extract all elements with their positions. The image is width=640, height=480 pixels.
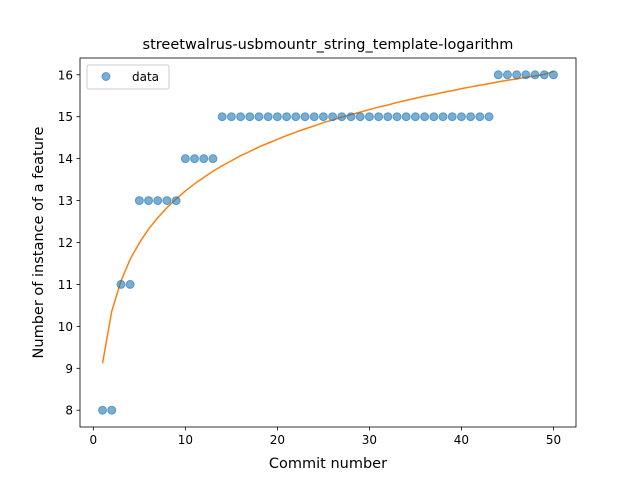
data-point bbox=[300, 112, 310, 122]
data-point bbox=[291, 112, 301, 122]
data-point bbox=[171, 196, 181, 206]
x-tick-label: 30 bbox=[362, 433, 377, 447]
data-point bbox=[493, 70, 503, 80]
plot-marks bbox=[98, 70, 558, 415]
data-point bbox=[125, 279, 135, 289]
y-axis-label: Number of instance of a feature bbox=[31, 126, 47, 358]
data-point bbox=[245, 112, 255, 122]
data-point bbox=[282, 112, 292, 122]
y-tick-label: 14 bbox=[58, 152, 73, 166]
data-point bbox=[272, 112, 282, 122]
data-point bbox=[134, 196, 144, 206]
data-point bbox=[309, 112, 319, 122]
legend: data bbox=[86, 64, 170, 90]
data-point bbox=[116, 279, 126, 289]
data-point bbox=[401, 112, 411, 122]
data-point bbox=[153, 196, 163, 206]
data-point bbox=[447, 112, 457, 122]
data-point bbox=[512, 70, 522, 80]
x-tick-label: 0 bbox=[90, 433, 98, 447]
x-axis-ticks: 0 10 20 30 40 50 bbox=[90, 427, 561, 447]
data-point bbox=[162, 196, 172, 206]
data-point bbox=[539, 70, 549, 80]
x-tick-label: 40 bbox=[454, 433, 469, 447]
data-point bbox=[364, 112, 374, 122]
y-tick-label: 9 bbox=[65, 362, 73, 376]
y-tick-label: 15 bbox=[58, 110, 73, 124]
x-tick-label: 20 bbox=[270, 433, 285, 447]
data-point bbox=[98, 405, 108, 415]
data-point bbox=[392, 112, 402, 122]
legend-label-data: data bbox=[132, 70, 159, 84]
y-tick-label: 13 bbox=[58, 194, 73, 208]
data-point bbox=[180, 154, 190, 164]
data-point bbox=[199, 154, 209, 164]
data-point bbox=[190, 154, 200, 164]
data-point bbox=[502, 70, 512, 80]
data-point bbox=[208, 154, 218, 164]
data-point bbox=[548, 70, 558, 80]
data-point bbox=[328, 112, 338, 122]
data-point bbox=[475, 112, 485, 122]
data-point bbox=[420, 112, 430, 122]
legend-box bbox=[86, 64, 170, 90]
y-tick-label: 16 bbox=[58, 68, 73, 82]
data-point bbox=[144, 196, 154, 206]
data-point bbox=[374, 112, 384, 122]
data-point bbox=[355, 112, 365, 122]
x-tick-label: 10 bbox=[178, 433, 193, 447]
data-point bbox=[410, 112, 420, 122]
y-tick-label: 11 bbox=[58, 278, 73, 292]
y-tick-label: 10 bbox=[58, 320, 73, 334]
x-tick-label: 50 bbox=[546, 433, 561, 447]
data-point bbox=[383, 112, 393, 122]
data-point bbox=[226, 112, 236, 122]
y-tick-label: 12 bbox=[58, 236, 73, 250]
data-point bbox=[346, 112, 356, 122]
data-point bbox=[466, 112, 476, 122]
data-point bbox=[236, 112, 246, 122]
data-point bbox=[263, 112, 273, 122]
legend-marker-data bbox=[101, 72, 111, 81]
data-point bbox=[217, 112, 227, 122]
data-point bbox=[530, 70, 540, 80]
data-point bbox=[521, 70, 531, 80]
data-point bbox=[484, 112, 494, 122]
y-tick-label: 8 bbox=[65, 404, 73, 418]
y-axis-ticks: 8 9 10 11 12 13 14 15 16 bbox=[58, 68, 80, 418]
data-point bbox=[438, 112, 448, 122]
data-point bbox=[456, 112, 466, 122]
data-point bbox=[337, 112, 347, 122]
data-point bbox=[107, 405, 117, 415]
data-point bbox=[318, 112, 328, 122]
data-point bbox=[429, 112, 439, 122]
chart-title: streetwalrus-usbmountr_string_template-l… bbox=[143, 37, 514, 53]
x-axis-label: Commit number bbox=[269, 456, 387, 472]
data-point bbox=[254, 112, 264, 122]
